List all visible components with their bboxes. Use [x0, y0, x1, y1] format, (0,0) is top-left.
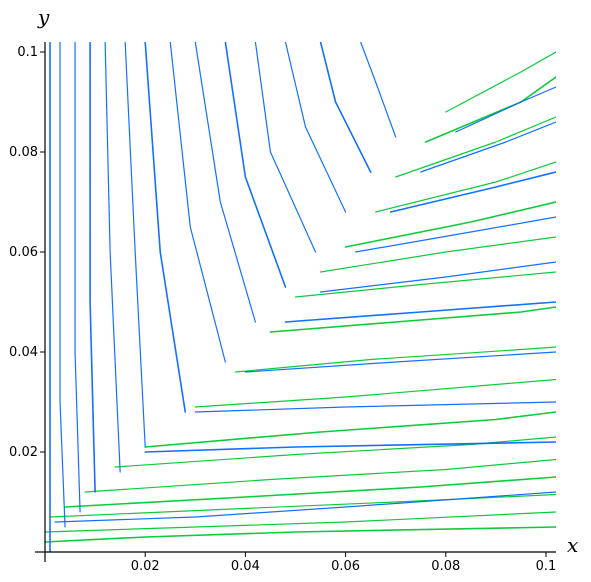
blue-trajectory: [355, 216, 556, 253]
blue-trajectory: [144, 42, 187, 413]
blue-trajectory: [169, 42, 226, 363]
green-trajectory: [269, 306, 556, 333]
blue-trajectory: [74, 42, 81, 513]
x-axis-tick-label: 0.06: [331, 559, 360, 574]
green-trajectory: [45, 526, 556, 543]
x-axis-label: x: [567, 533, 578, 557]
blue-trajectory: [254, 42, 317, 253]
y-axis-label: y: [37, 5, 50, 29]
blue-trajectory: [319, 42, 372, 173]
y-axis-tick-label: 0.04: [9, 345, 38, 360]
green-trajectory: [84, 458, 556, 493]
green-trajectory: [424, 76, 556, 143]
x-axis-tick-label: 0.02: [131, 559, 160, 574]
blue-trajectory: [284, 301, 556, 323]
green-trajectory: [294, 271, 556, 298]
green-trajectory: [64, 476, 556, 508]
green-trajectory-series: [45, 51, 556, 543]
green-trajectory: [445, 51, 556, 113]
blue-trajectory: [420, 121, 556, 173]
blue-trajectory: [89, 42, 96, 493]
x-ticks: 0.02 0.04 0.06 0.08 0.1: [131, 552, 557, 574]
y-ticks: 0.02 0.04 0.06 0.08 0.1: [9, 45, 45, 460]
blue-trajectory: [284, 42, 347, 213]
y-axis-tick-label: 0.02: [9, 445, 38, 460]
y-axis-tick-label: 0.08: [9, 145, 38, 160]
green-trajectory: [194, 378, 556, 408]
blue-trajectory: [244, 351, 556, 373]
y-axis-tick-label: 0.06: [9, 245, 38, 260]
green-trajectory: [234, 346, 556, 373]
green-trajectory: [344, 201, 556, 248]
blue-trajectory: [194, 42, 257, 323]
blue-trajectory-series: [49, 42, 556, 552]
blue-trajectory: [389, 171, 556, 213]
green-trajectory: [144, 411, 556, 448]
x-axis-tick-label: 0.08: [431, 559, 460, 574]
x-axis-tick-label: 0.04: [231, 559, 260, 574]
blue-trajectory: [360, 42, 397, 138]
green-trajectory: [45, 511, 556, 533]
blue-trajectory: [144, 441, 556, 453]
green-trajectory: [114, 436, 556, 468]
blue-trajectory: [124, 42, 146, 448]
blue-trajectory: [54, 491, 556, 523]
green-trajectory: [375, 161, 556, 213]
blue-trajectory: [455, 86, 556, 133]
blue-trajectory: [224, 42, 287, 288]
x-axis-tick-label: 0.1: [536, 559, 557, 574]
blue-trajectory: [194, 401, 556, 413]
blue-trajectory: [104, 42, 121, 473]
green-trajectory: [319, 236, 556, 273]
blue-trajectory: [59, 42, 66, 528]
y-axis-tick-label: 0.1: [17, 45, 38, 60]
blue-trajectory: [319, 261, 556, 293]
axes: [35, 42, 556, 562]
green-trajectory: [395, 116, 556, 178]
plot-area: [45, 42, 556, 552]
